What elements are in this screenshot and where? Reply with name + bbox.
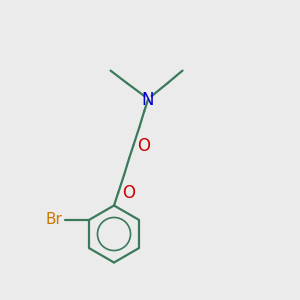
Text: O: O — [137, 136, 150, 154]
Text: N: N — [142, 91, 154, 109]
Text: O: O — [122, 184, 135, 202]
Text: Br: Br — [45, 212, 62, 227]
